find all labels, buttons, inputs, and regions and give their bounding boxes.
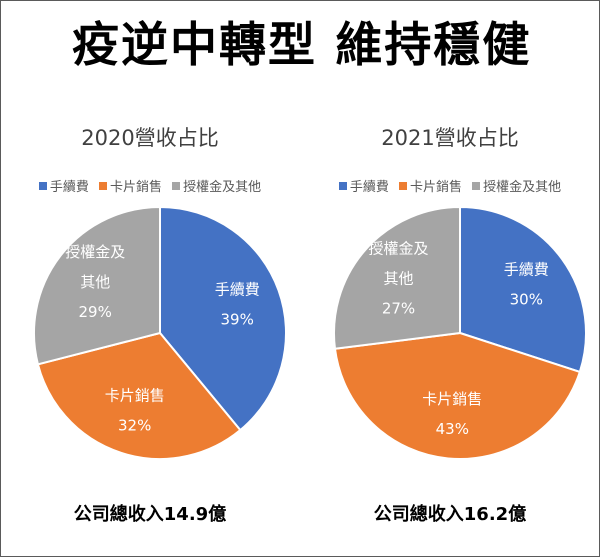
slice-label-fee: 手續費 <box>504 260 549 278</box>
slice-label-license: 其他 <box>383 269 413 287</box>
legend: 手續費 卡片銷售 授權金及其他 <box>0 176 300 195</box>
legend-item-license: 授權金及其他 <box>472 176 561 195</box>
slice-label-license: 授權金及 <box>65 243 125 261</box>
legend-item-fee: 手續費 <box>38 176 89 195</box>
pie-slice-fee <box>459 205 587 374</box>
legend-item-card-sales: 卡片銷售 <box>398 176 462 195</box>
legend-swatch <box>398 182 407 190</box>
slice-percent-license: 27% <box>382 299 415 317</box>
legend: 手續費 卡片銷售 授權金及其他 <box>300 176 600 195</box>
slice-label-card-sales: 卡片銷售 <box>422 390 482 408</box>
legend-swatch <box>98 182 107 190</box>
chart-title: 2020營收占比 <box>81 126 219 150</box>
total-revenue-caption: 公司總收入14.9億 <box>73 504 227 525</box>
chart-title: 2021營收占比 <box>381 126 519 150</box>
pie-slice-card-sales <box>333 331 582 460</box>
slice-label-fee: 手續費 <box>215 281 260 299</box>
legend-label: 卡片銷售 <box>409 180 462 195</box>
legend-item-fee: 手續費 <box>338 176 389 195</box>
pie-slice-card-sales <box>36 331 242 460</box>
headline: 疫逆中轉型 維持穩健 <box>72 18 532 73</box>
legend-item-license: 授權金及其他 <box>172 176 261 195</box>
pie-slice-license <box>33 205 161 366</box>
pie-2020: 手續費 39% 卡片銷售 32% 授權金及其他 29% <box>33 205 287 460</box>
total-revenue-caption: 公司總收入16.2億 <box>373 504 527 525</box>
slice-percent-card-sales: 43% <box>436 420 469 438</box>
pie-slice-license <box>333 205 461 350</box>
legend-label: 授權金及其他 <box>183 180 262 195</box>
slice-label-license: 其他 <box>80 273 110 291</box>
legend-label: 手續費 <box>349 180 389 195</box>
legend-item-card-sales: 卡片銷售 <box>98 176 162 195</box>
legend-swatch <box>338 182 347 190</box>
chart-2021: 2021營收占比 手續費 卡片銷售 授權金及其他 手續費 30% 卡片銷售 43% 授權… <box>300 118 600 538</box>
pie-2021: 手續費 30% 卡片銷售 43% 授權金及其他 27% <box>333 205 587 460</box>
legend-label: 卡片銷售 <box>109 180 162 195</box>
legend-swatch <box>172 182 181 190</box>
slice-percent-card-sales: 32% <box>118 417 151 435</box>
slice-percent-license: 29% <box>79 303 112 321</box>
legend-swatch <box>38 182 47 190</box>
slice-label-card-sales: 卡片銷售 <box>105 387 165 405</box>
slice-percent-fee: 39% <box>221 311 254 329</box>
legend-label: 授權金及其他 <box>483 180 562 195</box>
chart-2020: 2020營收占比 手續費 卡片銷售 授權金及其他 手續費 39% 卡片銷售 32% 授權… <box>0 118 300 538</box>
pie-slice-fee <box>159 205 287 432</box>
legend-swatch <box>472 182 481 190</box>
slice-label-license: 授權金及 <box>368 239 428 257</box>
legend-label: 手續費 <box>49 180 89 195</box>
slice-percent-fee: 30% <box>510 290 543 308</box>
